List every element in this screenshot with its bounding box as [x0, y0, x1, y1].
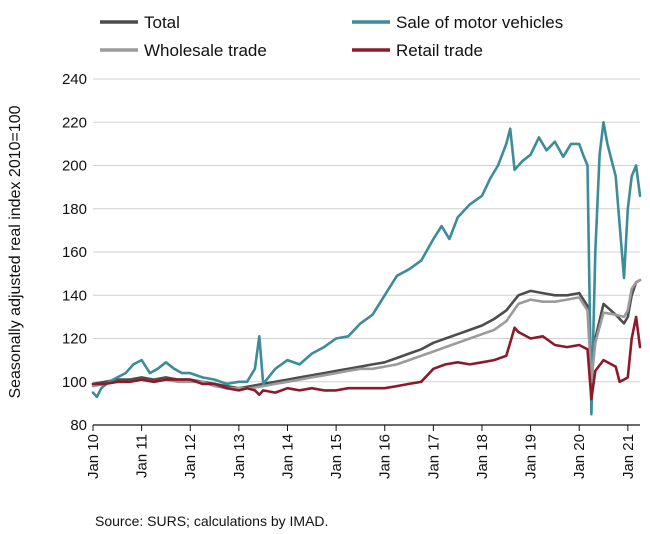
y-tick-label: 140 [62, 287, 87, 304]
legend-label-total: Total [144, 13, 180, 32]
y-tick-label: 120 [62, 331, 87, 348]
legend-label-sale-of-motor-vehicles: Sale of motor vehicles [396, 13, 563, 32]
grid [93, 78, 640, 426]
x-tick-label: Jan 16 [377, 434, 394, 479]
x-tick-label: Jan 18 [474, 434, 491, 479]
y-tick-label: 180 [62, 201, 87, 218]
y-tick-label: 200 [62, 158, 87, 175]
y-tick-label: 160 [62, 244, 87, 261]
series-line-retail-trade [91, 315, 642, 401]
y-tick-label: 240 [62, 71, 87, 88]
x-tick-label: Jan 14 [279, 434, 296, 479]
x-tick-label: Jan 19 [523, 434, 540, 479]
legend-label-retail-trade: Retail trade [396, 41, 483, 60]
x-tick-label: Jan 11 [134, 434, 151, 478]
x-tick-label: Jan 15 [328, 434, 345, 479]
x-tick-label: Jan 21 [620, 434, 637, 479]
legend: Total Sale of motor vehicles Wholesale tra… [100, 13, 563, 60]
x-tick-label: Jan 20 [571, 434, 588, 479]
y-axis-label: Seasonally adjusted real index 2010=100 [7, 105, 24, 398]
x-tick-label: Jan 17 [425, 434, 442, 479]
x-tick-label: Jan 10 [85, 434, 102, 479]
series-group [91, 121, 642, 416]
y-tick-label: 100 [62, 374, 87, 391]
y-tick-label: 220 [62, 114, 87, 131]
x-tick-label: Jan 12 [182, 434, 199, 479]
source-note: Source: SURS; calculations by IMAD. [95, 513, 328, 529]
legend-label-wholesale-trade: Wholesale trade [144, 41, 267, 60]
series-line-total [91, 278, 642, 390]
series-line-sale-of-motor-vehicles [91, 121, 642, 416]
axes: 80 100 120 140 160 180 200 220 240 Jan 10 Jan 11 Ja… [62, 71, 640, 479]
y-tick-label: 80 [70, 417, 87, 434]
x-tick-label: Jan 13 [231, 434, 248, 479]
